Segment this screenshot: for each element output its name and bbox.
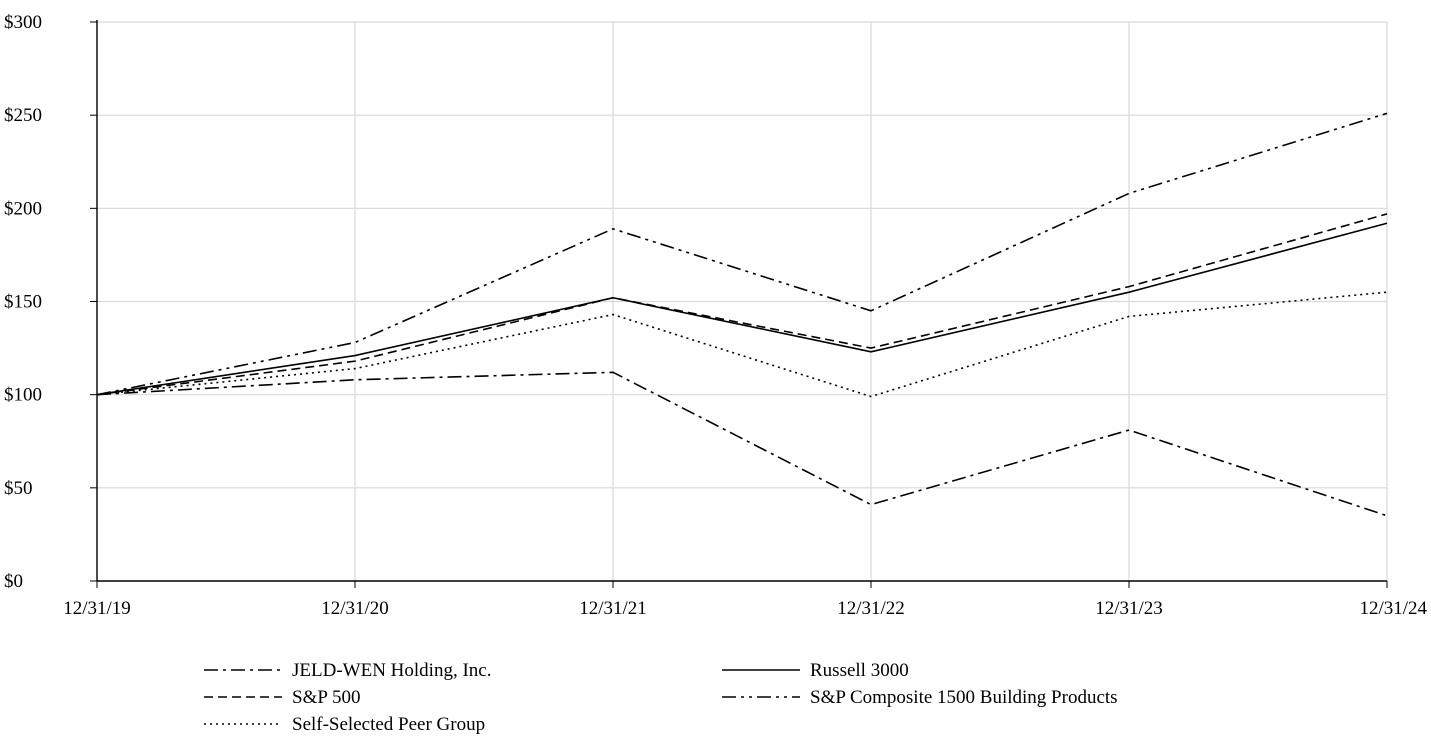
- y-tick-label: $200: [4, 198, 42, 219]
- legend-label: Self-Selected Peer Group: [292, 714, 485, 735]
- y-tick-label: $50: [4, 478, 33, 499]
- y-tick-label: $300: [4, 12, 42, 33]
- legend-label: Russell 3000: [810, 660, 909, 681]
- legend-label: JELD-WEN Holding, Inc.: [292, 660, 491, 681]
- series-line-2: [96, 222, 1388, 396]
- legend-item: JELD-WEN Holding, Inc.: [204, 660, 491, 681]
- x-tick-label: 12/31/21: [579, 598, 647, 619]
- x-tick-label: 12/31/22: [837, 598, 905, 619]
- grid: [97, 21, 1388, 581]
- y-tick-label: $150: [4, 292, 42, 313]
- series-lines: [96, 112, 1388, 517]
- legend: JELD-WEN Holding, Inc. Russell 3000 S&P 50…: [204, 660, 1118, 735]
- legend-item: S&P 500: [204, 687, 360, 708]
- x-tick-label: 12/31/20: [321, 598, 389, 619]
- series-line-5: [96, 291, 1388, 398]
- legend-label: S&P Composite 1500 Building Products: [810, 687, 1118, 708]
- axes: $0 $50 $100 $150 $200 $250 $300 12/31/19 12/31/2…: [4, 12, 1427, 619]
- legend-label: S&P 500: [292, 687, 360, 708]
- series-line-1: [96, 371, 1388, 517]
- x-tick-label: 12/31/23: [1095, 598, 1163, 619]
- y-tick-label: $100: [4, 385, 42, 406]
- x-tick-label: 12/31/24: [1359, 598, 1427, 619]
- legend-item: Russell 3000: [722, 660, 909, 681]
- legend-item: Self-Selected Peer Group: [204, 714, 485, 735]
- series-line-3: [96, 213, 1388, 396]
- y-tick-label: $250: [4, 105, 42, 126]
- y-tick-label: $0: [4, 571, 23, 592]
- x-tick-label: 12/31/19: [63, 598, 131, 619]
- series-line-4: [96, 112, 1388, 396]
- legend-item: S&P Composite 1500 Building Products: [722, 687, 1118, 708]
